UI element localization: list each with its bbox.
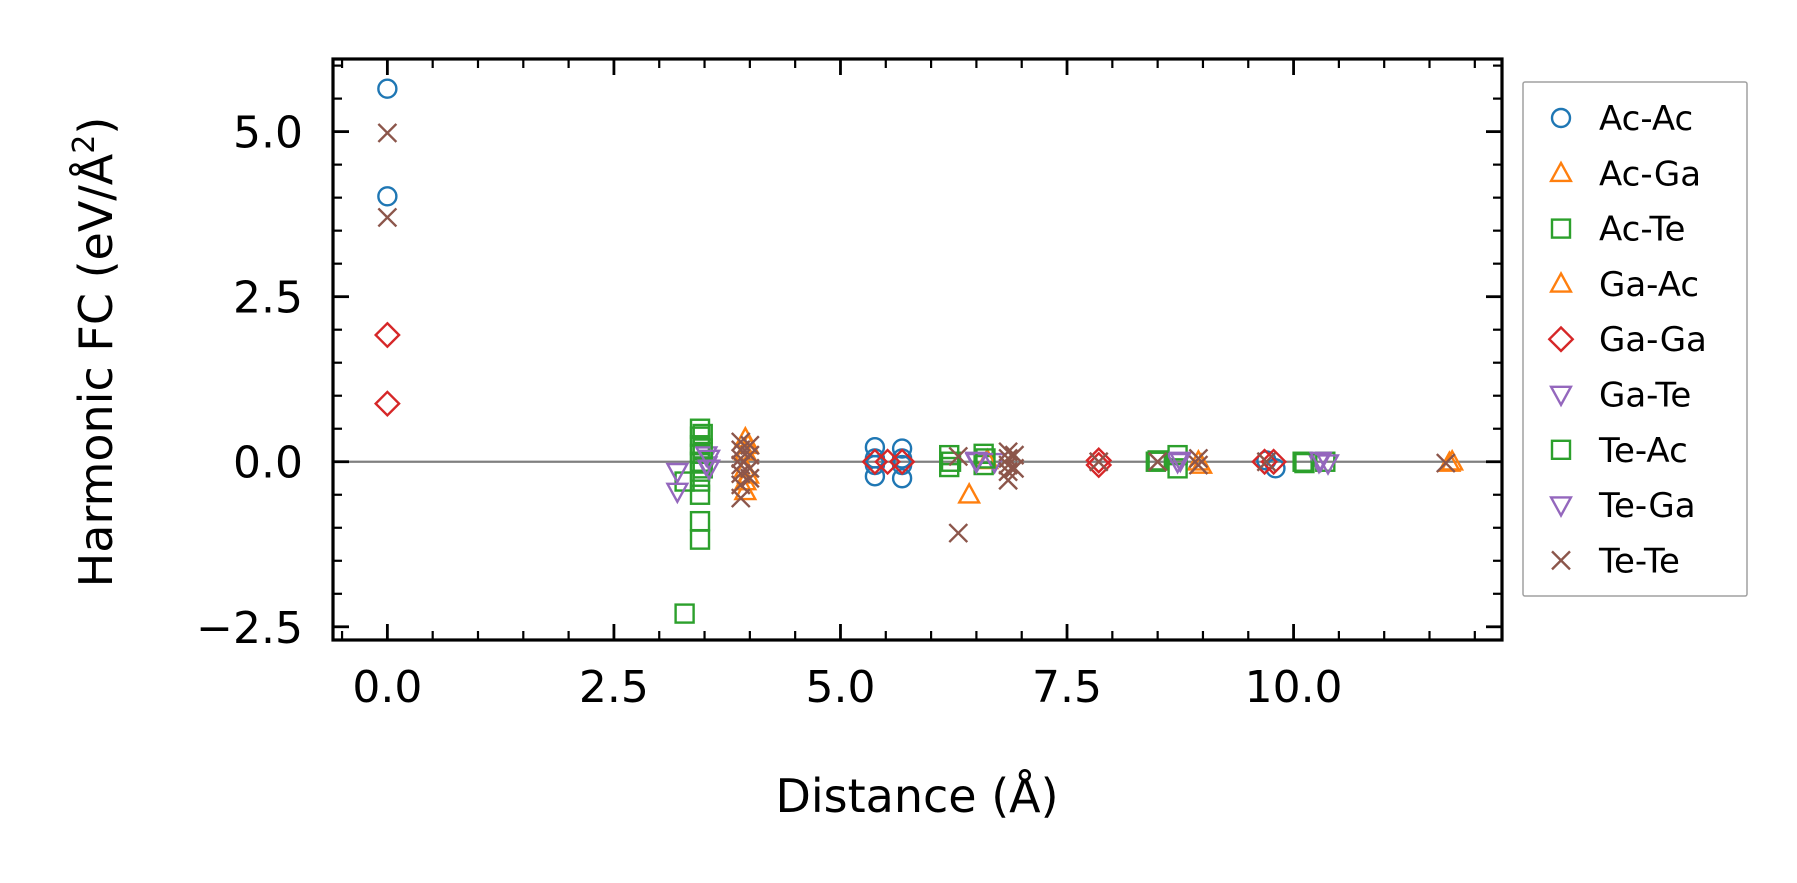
legend-label-ac-ac: Ac-Ac (1599, 99, 1693, 139)
data-point-ac-ac-6 (891, 438, 913, 459)
data-point-ga-te-0 (665, 462, 690, 485)
legend-label-te-ac: Te-Ac (1598, 431, 1688, 471)
data-point-ac-ac-5 (864, 466, 886, 487)
data-point-ga-ga-7 (1251, 448, 1278, 476)
data-point-ac-ac-1 (377, 186, 398, 207)
data-point-te-te-12 (740, 468, 760, 489)
data-point-ga-ga-5 (1085, 447, 1113, 474)
x-tick-label: 7.5 (1032, 662, 1102, 713)
axis-ticks (331, 57, 1504, 642)
legend-label-te-ga: Te-Ga (1598, 486, 1696, 526)
data-point-te-te-18 (998, 461, 1018, 482)
y-tick-label: 2.5 (233, 273, 303, 324)
data-point-ac-te-19 (1292, 451, 1313, 472)
legend-label-ga-ga: Ga-Ga (1599, 320, 1707, 360)
data-point-ac-te-0 (674, 603, 695, 624)
data-point-te-ga-3 (1168, 451, 1193, 474)
data-point-te-ga-4 (1308, 451, 1333, 474)
data-point-te-te-0 (377, 123, 398, 143)
data-point-te-te-24 (1188, 448, 1209, 469)
data-point-te-te-19 (998, 470, 1018, 491)
legend-marker-ac-te (1550, 218, 1572, 239)
legend-marker-te-ac (1550, 439, 1572, 460)
data-point-te-te-11 (740, 458, 760, 479)
data-point-te-ac-6 (1294, 452, 1315, 474)
data-point-ga-ga-0 (373, 321, 401, 349)
data-point-te-te-14 (948, 523, 969, 543)
legend-marker-ac-ga (1549, 160, 1573, 183)
legend-marker-ga-te (1549, 385, 1573, 408)
legend-marker-ga-ac (1549, 271, 1573, 293)
data-point-ga-ga-2 (861, 448, 889, 476)
data-point-te-te-22 (1088, 451, 1109, 472)
data-point-te-ga-1 (697, 459, 722, 482)
data-point-te-te-13 (948, 446, 969, 467)
legend: Ac-Ac Ac-Ga Ac-Te Ga-Ac Ga-Ga Ga-Te Te-Ac Te-Ga… (1522, 81, 1748, 597)
data-point-te-te-17 (998, 455, 1018, 475)
x-tick-label: 5.0 (805, 662, 875, 713)
data-point-ac-te-8 (689, 471, 711, 492)
data-point-te-ga-2 (964, 451, 989, 474)
data-point-ga-ga-6 (1085, 451, 1113, 479)
data-point-ac-te-11 (689, 529, 711, 550)
legend-label-ga-ac: Ga-Ac (1599, 265, 1699, 305)
data-point-ac-ac-0 (377, 78, 398, 99)
legend-label-ga-te: Ga-Te (1599, 376, 1691, 416)
data-point-ga-ga-4 (888, 448, 916, 476)
y-tick-label: −2.5 (196, 603, 303, 654)
y-axis-label-close: ) (69, 117, 123, 135)
data-point-te-te-26 (1256, 451, 1277, 472)
data-point-ac-te-13 (939, 456, 960, 478)
data-point-ga-ga-1 (373, 390, 401, 418)
data-point-te-te-8 (730, 488, 751, 508)
data-point-ga-ga-8 (1260, 448, 1288, 476)
y-tick-label: 0.0 (233, 438, 303, 489)
plot-area (333, 78, 1502, 624)
data-point-te-ga-5 (1316, 454, 1340, 476)
data-point-ac-ac-9 (891, 468, 913, 489)
axis-tick-labels: 0.0 2.5 5.0 7.5 10.0 −2.5 0.0 2.5 5.0 (196, 108, 1342, 713)
legend-label-te-te: Te-Te (1598, 541, 1680, 581)
data-point-te-te-23 (1147, 451, 1168, 472)
legend-label-ac-ga: Ac-Ga (1599, 154, 1701, 194)
y-axis-label-main: Harmonic FC (eV/Å (69, 153, 123, 587)
data-point-te-te-21 (1004, 458, 1025, 479)
data-point-ac-te-16 (1145, 451, 1167, 472)
data-point-te-te-1 (377, 207, 398, 228)
data-point-ga-te-1 (665, 482, 690, 505)
data-point-te-te-9 (740, 435, 760, 456)
y-axis-label: Harmonic FC (eV/Å2) (67, 117, 123, 588)
plot-frame (331, 57, 1504, 642)
data-point-te-ac-4 (975, 448, 996, 469)
data-point-ac-te-18 (1167, 458, 1188, 479)
y-tick-label: 5.0 (233, 108, 303, 159)
legend-label-ac-te: Ac-Te (1599, 210, 1685, 250)
legend-marker-ga-ga (1547, 325, 1575, 353)
x-tick-label: 0.0 (352, 662, 422, 713)
x-tick-label: 10.0 (1245, 662, 1343, 713)
data-point-te-ac-3 (940, 451, 962, 472)
data-point-ga-te-6 (1165, 452, 1190, 475)
legend-marker-te-te (1551, 550, 1571, 571)
data-point-te-ac-5 (1147, 450, 1168, 471)
data-point-ac-ga-5 (957, 481, 982, 504)
data-point-ac-te-10 (689, 510, 711, 532)
data-point-te-te-27 (1435, 453, 1456, 473)
x-axis-label: Distance (Å) (775, 769, 1058, 823)
legend-marker-te-ga (1549, 496, 1573, 518)
legend-box (1522, 81, 1748, 597)
data-point-te-ac-0 (692, 423, 713, 445)
legend-marker-ac-ac (1550, 107, 1572, 129)
y-axis-label-superscript: 2 (67, 135, 102, 154)
data-point-ac-te-9 (689, 484, 711, 505)
x-tick-label: 2.5 (579, 662, 649, 713)
data-point-te-te-25 (1188, 455, 1209, 475)
